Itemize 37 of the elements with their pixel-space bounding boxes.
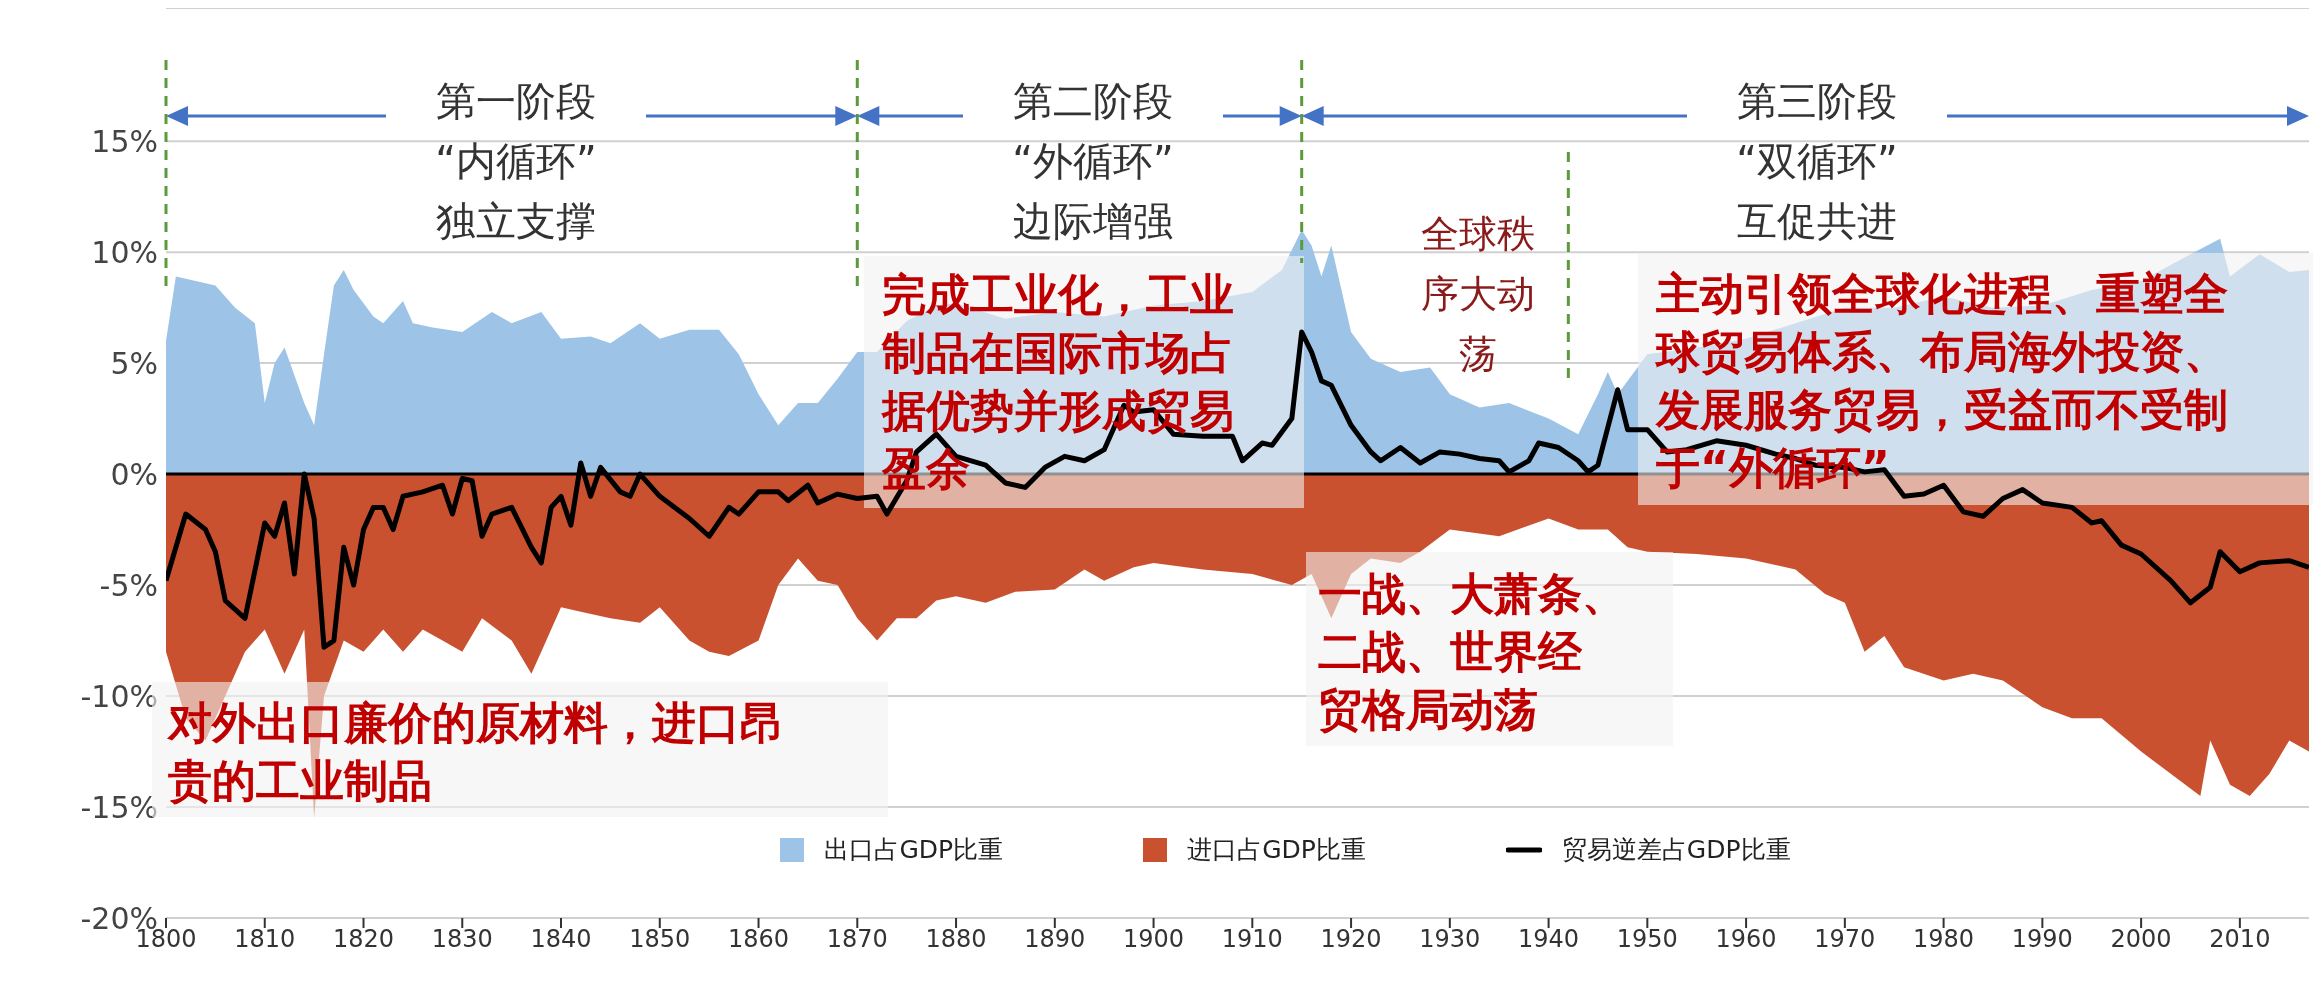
annotation: 对外出口廉价的原材料，进口昂贵的工业制品 [166, 696, 784, 806]
x-tick-label: 1940 [1518, 925, 1580, 954]
y-tick-label: 10% [91, 234, 158, 270]
annotation: 全球秩序大动荡 [1421, 212, 1535, 376]
x-tick-label: 2000 [2110, 925, 2172, 954]
x-tick-label: 1870 [826, 925, 888, 954]
y-tick-label: -15% [80, 789, 158, 825]
legend-label: 进口占GDP比重 [1187, 834, 1366, 866]
annotation: 第二阶段 “外循环” 边际增强 [1012, 78, 1174, 244]
x-tick-label: 1980 [1913, 925, 1975, 954]
x-tick-label: 1810 [234, 925, 296, 954]
x-tick-label: 1960 [1715, 925, 1777, 954]
x-tick-label: 1970 [1814, 925, 1876, 954]
x-tick-label: 1890 [1024, 925, 1086, 954]
x-tick-label: 1950 [1616, 925, 1678, 954]
x-tick-label: 1820 [332, 925, 395, 954]
y-tick-label: -10% [80, 678, 158, 714]
x-tick-label: 1900 [1123, 925, 1185, 954]
y-tick-label: -5% [99, 567, 158, 603]
x-tick-label: 1880 [925, 925, 987, 954]
x-tick-label: 1840 [530, 925, 592, 954]
annotation: 一战、大萧条、二战、世界经贸格局动荡 [1318, 567, 1626, 735]
x-tick-label: 1910 [1221, 925, 1283, 954]
x-tick-label: 1860 [728, 925, 790, 954]
y-tick-label: 15% [91, 123, 158, 159]
x-tick-label: 1850 [629, 925, 691, 954]
annotation: 第三阶段 “双循环” 互促共进 [1736, 78, 1898, 244]
y-tick-label: 5% [110, 345, 158, 381]
legend-label: 贸易逆差占GDP比重 [1561, 834, 1791, 866]
x-tick-label: 2010 [2209, 925, 2271, 954]
legend-label: 出口占GDP比重 [824, 834, 1004, 866]
y-tick-label: 0% [110, 456, 158, 492]
x-tick-label: 1930 [1419, 925, 1481, 954]
x-tick-label: 1830 [431, 925, 493, 954]
x-tick-label: 1920 [1320, 925, 1382, 954]
annotation: 第一阶段 “内循环” 独立支撑 [435, 78, 597, 244]
x-tick-label: 1990 [2011, 925, 2073, 954]
